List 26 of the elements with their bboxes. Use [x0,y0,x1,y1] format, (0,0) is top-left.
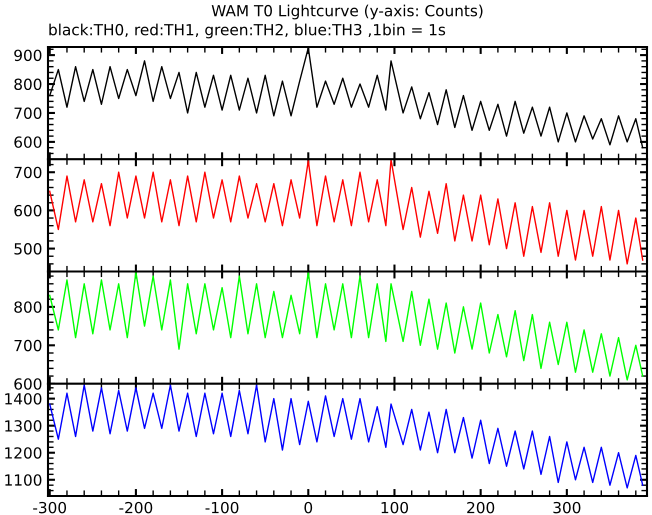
chart-title: WAM T0 Lightcurve (y-axis: Counts) [212,4,482,20]
x-tick-label: 300 [553,502,580,514]
y-tick-label: 1100 [5,474,42,486]
line-series [49,159,644,265]
y-tick-label: 600 [14,136,42,148]
x-tick-label: -200 [119,502,152,514]
x-tick-label: 0 [304,502,312,514]
y-tick-label: 800 [14,78,42,90]
y-tick-label: 1300 [5,420,42,432]
x-tick-label: 100 [382,502,408,514]
x-tick-label: 200 [467,502,494,514]
y-tick-label: 1400 [5,393,42,405]
line-series [49,272,644,381]
y-tick-label: 700 [14,107,42,119]
y-tick-label: 700 [14,340,42,352]
y-tick-label: 700 [14,166,42,178]
y-tick-label: 1200 [5,447,42,459]
y-tick-label: 600 [14,378,42,390]
y-tick-label: 500 [14,243,42,255]
chart-subtitle: black:TH0, red:TH1, green:TH2, blue:TH3 ,1bin = 1s [49,24,446,38]
y-tick-label: 900 [14,50,42,62]
y-tick-label: 800 [14,301,42,313]
x-tick-label: -300 [33,502,66,514]
x-tick-label: -100 [206,502,238,514]
y-tick-label: 600 [14,204,42,216]
line-series [49,384,644,489]
